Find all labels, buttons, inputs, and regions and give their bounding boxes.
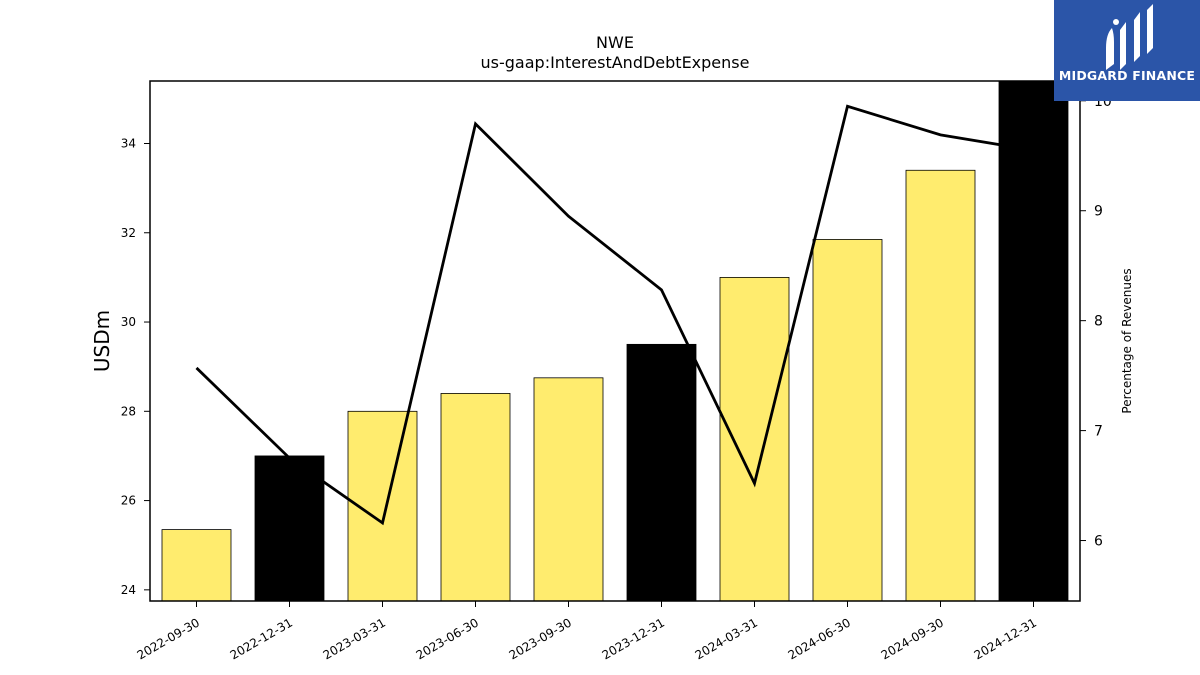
x-tick-label: 2023-09-30 <box>507 615 574 662</box>
chart-title: NWE <box>596 33 634 52</box>
bar <box>998 80 1069 602</box>
x-tick-label: 2024-09-30 <box>879 615 946 662</box>
y-tick-label: 30 <box>121 315 136 329</box>
bar <box>905 169 976 602</box>
bar <box>719 276 790 602</box>
chart-subtitle: us-gaap:InterestAndDebtExpense <box>481 53 750 72</box>
y-tick-label: 26 <box>121 494 136 508</box>
y-tick-label: 24 <box>121 583 136 597</box>
plot-frame <box>149 80 1081 602</box>
y2-tick-label: 8 <box>1094 314 1103 330</box>
bar <box>161 529 232 602</box>
x-tick-label: 2023-03-31 <box>321 615 388 662</box>
y2-tick-label: 7 <box>1094 424 1103 440</box>
y-tick-label: 32 <box>121 226 136 240</box>
x-tick-label: 2023-12-31 <box>600 615 667 662</box>
x-tick-label: 2024-06-30 <box>786 615 853 662</box>
midgard-finance-logo: MIDGARD FINANCE <box>1054 0 1200 101</box>
y2-tick-label: 6 <box>1094 534 1103 550</box>
bar <box>812 239 883 602</box>
y2-tick-label: 9 <box>1094 204 1103 220</box>
x-tick-label: 2024-12-31 <box>972 615 1039 662</box>
x-tick-label: 2023-06-30 <box>414 615 481 662</box>
line-series <box>195 104 1034 526</box>
y-tick-label: 28 <box>121 404 136 418</box>
bar <box>533 377 604 602</box>
bar <box>626 343 697 602</box>
bar <box>440 393 511 602</box>
x-tick-label: 2022-12-31 <box>228 615 295 662</box>
x-tick-label: 2024-03-31 <box>693 615 760 662</box>
midgard-logo-icon <box>1106 4 1153 70</box>
x-tick-label: 2022-09-30 <box>135 615 202 662</box>
y-tick-label: 34 <box>121 136 136 150</box>
y2-axis-label: Percentage of Revenues <box>1120 268 1134 413</box>
bar <box>254 455 325 602</box>
logo-text: MIDGARD FINANCE <box>1058 68 1196 83</box>
y-axis-label: USDm <box>90 310 114 372</box>
